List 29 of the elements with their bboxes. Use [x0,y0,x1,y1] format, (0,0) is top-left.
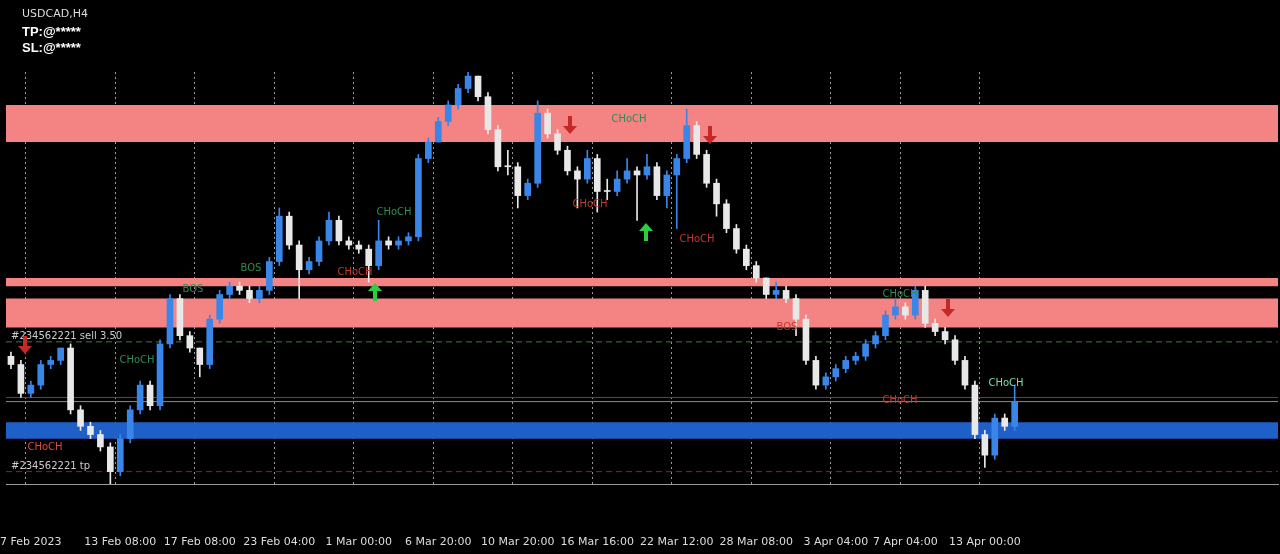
annotation: CHoCH [611,112,647,124]
annotation: CHoCH [679,232,715,244]
x-tick-label: 7 Feb 2023 [0,535,62,549]
text: SL:@***** [22,39,82,55]
annotation: CHoCH [376,205,412,217]
annotation: BOS [240,261,262,273]
annotation: BOS [182,282,204,294]
x-tick-label: 22 Mar 12:00 [640,535,714,549]
x-tick-label: 13 Apr 00:00 [948,535,1021,549]
ref-line-label: #234562221 sell 3.50 [11,329,123,341]
candlestick [504,149,512,176]
candlestick [673,154,681,229]
x-tick-label: 10 Mar 20:00 [481,535,555,549]
candlestick [603,178,611,201]
x-tick-label: 6 Mar 20:00 [405,535,472,549]
x-tick-label: 17 Feb 08:00 [163,535,236,549]
annotation: CHoCH [27,440,63,452]
x-tick-label: 23 Feb 04:00 [243,535,316,549]
text: TP:@***** [22,23,82,39]
annotation: CHoCH [988,376,1024,388]
x-tick-label: 13 Feb 08:00 [84,535,157,549]
annotation: CHoCH [119,353,155,365]
ref-line-label: #234562221 tp [11,459,91,471]
text: USDCAD,H4 [22,6,88,20]
x-tick-label: 28 Mar 08:00 [719,535,794,549]
x-tick-label: 1 Mar 00:00 [325,535,393,549]
x-tick-label: 16 Mar 16:00 [560,535,635,549]
x-tick-label: 3 Apr 04:00 [803,535,869,549]
x-tick-label: 7 Apr 04:00 [872,535,938,549]
